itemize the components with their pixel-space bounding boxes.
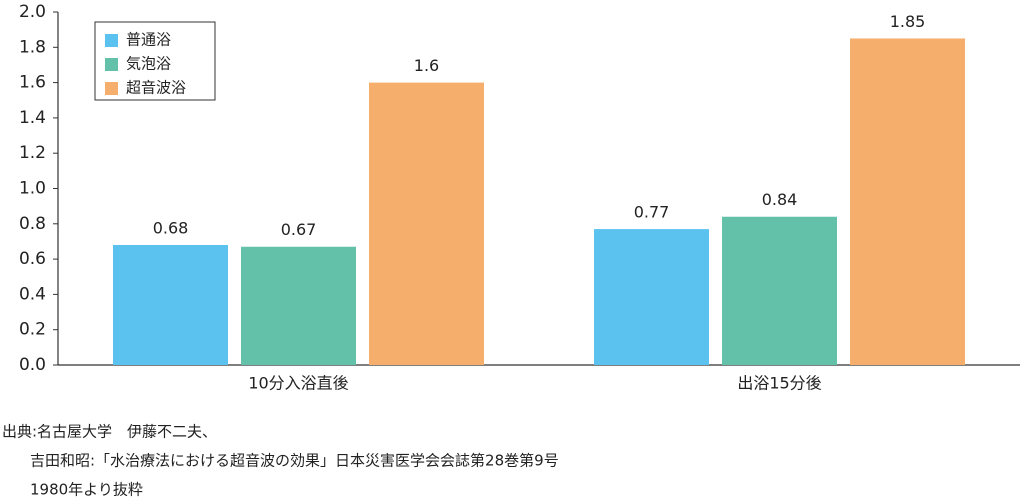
legend-swatch xyxy=(105,58,118,71)
y-tick-label: 1.8 xyxy=(19,37,46,57)
y-tick-label: 0.4 xyxy=(19,284,46,304)
x-tick-label: 10分入浴直後 xyxy=(248,374,348,393)
value-label: 0.68 xyxy=(153,218,189,237)
y-tick-label: 0.8 xyxy=(19,214,46,234)
bar xyxy=(722,216,837,365)
legend-label: 普通浴 xyxy=(126,31,171,49)
value-label: 0.84 xyxy=(762,190,798,209)
y-tick-label: 1.2 xyxy=(19,143,46,163)
source-note: 吉田和昭:「水治療法における超音波の効果」日本災害医学会会誌第28巻第9号 xyxy=(30,452,559,470)
bar xyxy=(241,246,356,365)
source-note: 出典:名古屋大学 伊藤不二夫、 xyxy=(2,423,217,441)
y-tick-label: 1.6 xyxy=(19,73,46,93)
source-note: 1980年より抜粋 xyxy=(30,481,143,499)
value-label: 1.6 xyxy=(414,56,439,75)
bar xyxy=(594,229,709,365)
legend-swatch xyxy=(105,34,118,47)
x-tick-label: 出浴15分後 xyxy=(737,374,821,393)
value-label: 0.67 xyxy=(281,220,317,239)
bar xyxy=(113,244,228,365)
value-label: 0.77 xyxy=(634,203,670,222)
y-tick-label: 1.0 xyxy=(19,179,46,199)
legend-label: 気泡浴 xyxy=(126,55,171,73)
legend-label: 超音波浴 xyxy=(126,79,186,97)
y-tick-label: 0.0 xyxy=(19,355,46,375)
y-tick-label: 0.2 xyxy=(19,320,46,340)
legend-swatch xyxy=(105,82,118,95)
y-tick-label: 0.6 xyxy=(19,249,46,269)
y-tick-label: 1.4 xyxy=(19,108,46,128)
bar xyxy=(369,82,484,365)
value-label: 1.85 xyxy=(890,12,926,31)
bar xyxy=(850,38,965,365)
y-tick-label: 2.0 xyxy=(19,2,46,22)
